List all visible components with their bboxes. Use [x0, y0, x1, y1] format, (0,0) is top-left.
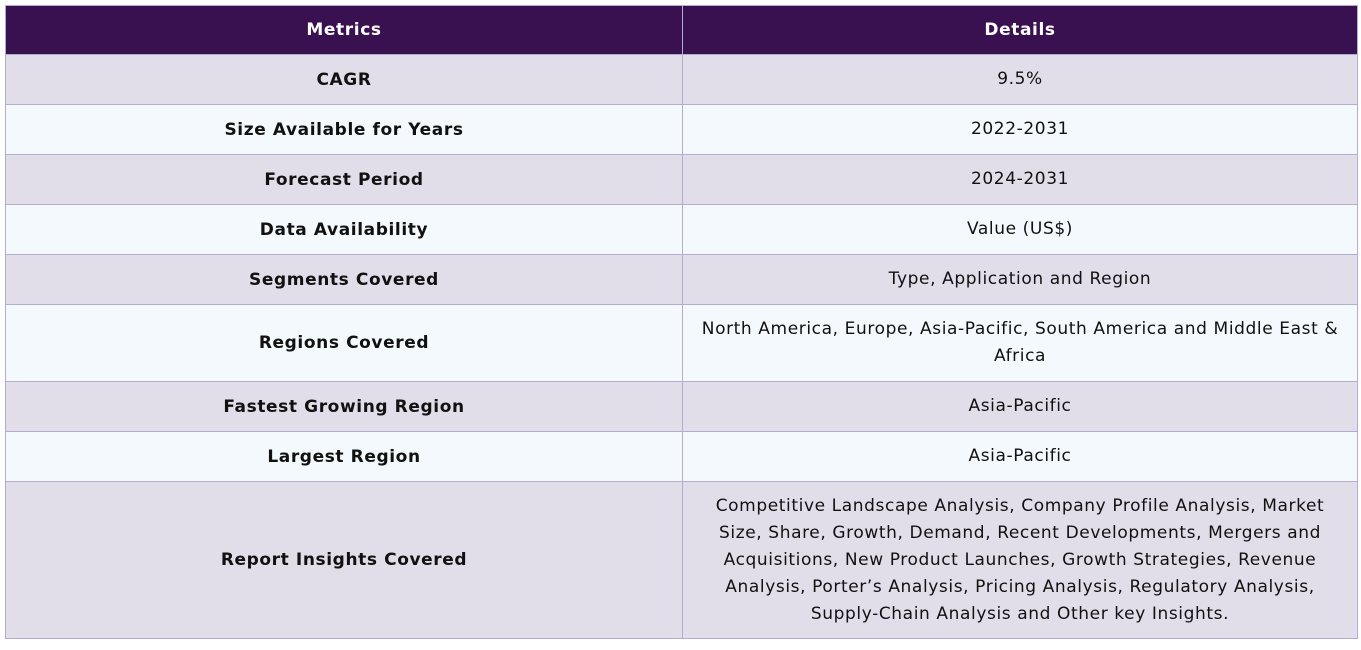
metric-cell: Largest Region: [5, 431, 683, 482]
header-details: Details: [682, 5, 1358, 55]
metric-cell: Forecast Period: [5, 154, 683, 205]
metric-cell: CAGR: [5, 54, 683, 105]
metrics-table-container: Metrics Details CAGR 9.5% Size Available…: [5, 5, 1358, 639]
detail-cell: Asia-Pacific: [682, 431, 1358, 482]
header-metrics: Metrics: [5, 5, 683, 55]
metric-cell: Segments Covered: [5, 254, 683, 305]
table-row: Size Available for Years 2022-2031: [5, 104, 1358, 155]
detail-cell: 2024-2031: [682, 154, 1358, 205]
table-row: Segments Covered Type, Application and R…: [5, 254, 1358, 305]
table-header-row: Metrics Details: [5, 5, 1358, 55]
table-row: Regions Covered North America, Europe, A…: [5, 304, 1358, 382]
table-row: Report Insights Covered Competitive Land…: [5, 481, 1358, 639]
metric-cell: Regions Covered: [5, 304, 683, 382]
metric-cell: Fastest Growing Region: [5, 381, 683, 432]
metric-cell: Size Available for Years: [5, 104, 683, 155]
detail-cell: Asia-Pacific: [682, 381, 1358, 432]
table-row: Fastest Growing Region Asia-Pacific: [5, 381, 1358, 432]
detail-cell: Type, Application and Region: [682, 254, 1358, 305]
detail-cell: 9.5%: [682, 54, 1358, 105]
metric-cell: Data Availability: [5, 204, 683, 255]
detail-cell: 2022-2031: [682, 104, 1358, 155]
metric-cell: Report Insights Covered: [5, 481, 683, 639]
detail-cell: Competitive Landscape Analysis, Company …: [682, 481, 1358, 639]
table-row: Data Availability Value (US$): [5, 204, 1358, 255]
table-row: Largest Region Asia-Pacific: [5, 431, 1358, 482]
table-row: CAGR 9.5%: [5, 54, 1358, 105]
metrics-table: Metrics Details CAGR 9.5% Size Available…: [5, 5, 1358, 639]
detail-cell: North America, Europe, Asia-Pacific, Sou…: [682, 304, 1358, 382]
table-row: Forecast Period 2024-2031: [5, 154, 1358, 205]
detail-cell: Value (US$): [682, 204, 1358, 255]
